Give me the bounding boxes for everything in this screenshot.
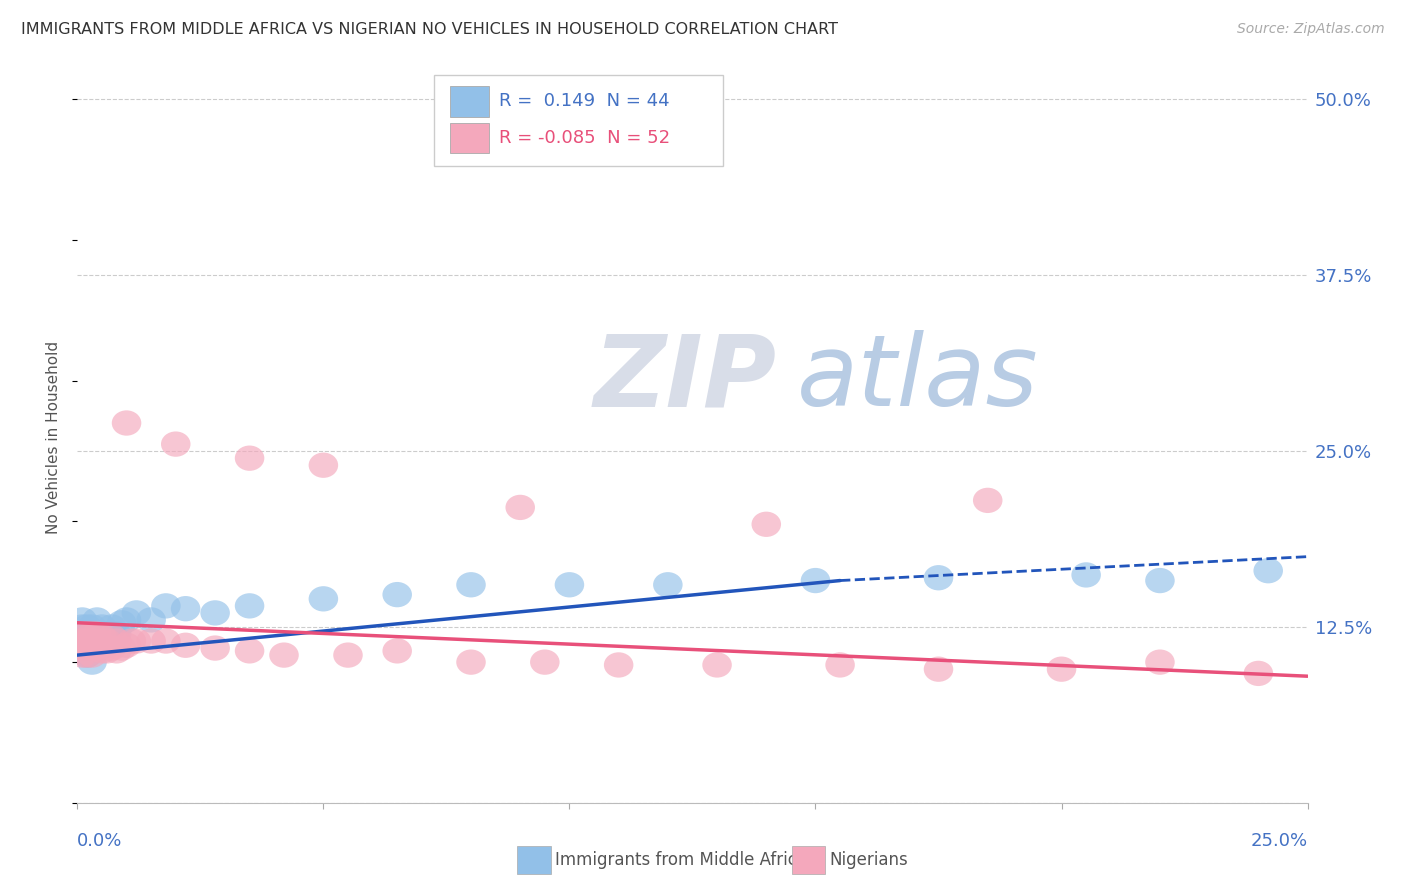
FancyBboxPatch shape <box>434 75 723 167</box>
Text: 25.0%: 25.0% <box>1250 832 1308 850</box>
Y-axis label: No Vehicles in Household: No Vehicles in Household <box>46 341 62 533</box>
FancyBboxPatch shape <box>450 86 489 117</box>
Text: ZIP: ZIP <box>595 330 778 427</box>
Text: Nigerians: Nigerians <box>830 851 908 869</box>
FancyBboxPatch shape <box>450 122 489 153</box>
Text: IMMIGRANTS FROM MIDDLE AFRICA VS NIGERIAN NO VEHICLES IN HOUSEHOLD CORRELATION C: IMMIGRANTS FROM MIDDLE AFRICA VS NIGERIA… <box>21 22 838 37</box>
Text: atlas: atlas <box>797 330 1039 427</box>
Text: Source: ZipAtlas.com: Source: ZipAtlas.com <box>1237 22 1385 37</box>
Text: Immigrants from Middle Africa: Immigrants from Middle Africa <box>555 851 807 869</box>
Text: R =  0.149  N = 44: R = 0.149 N = 44 <box>499 93 669 111</box>
Text: 0.0%: 0.0% <box>77 832 122 850</box>
Text: R = -0.085  N = 52: R = -0.085 N = 52 <box>499 129 671 147</box>
